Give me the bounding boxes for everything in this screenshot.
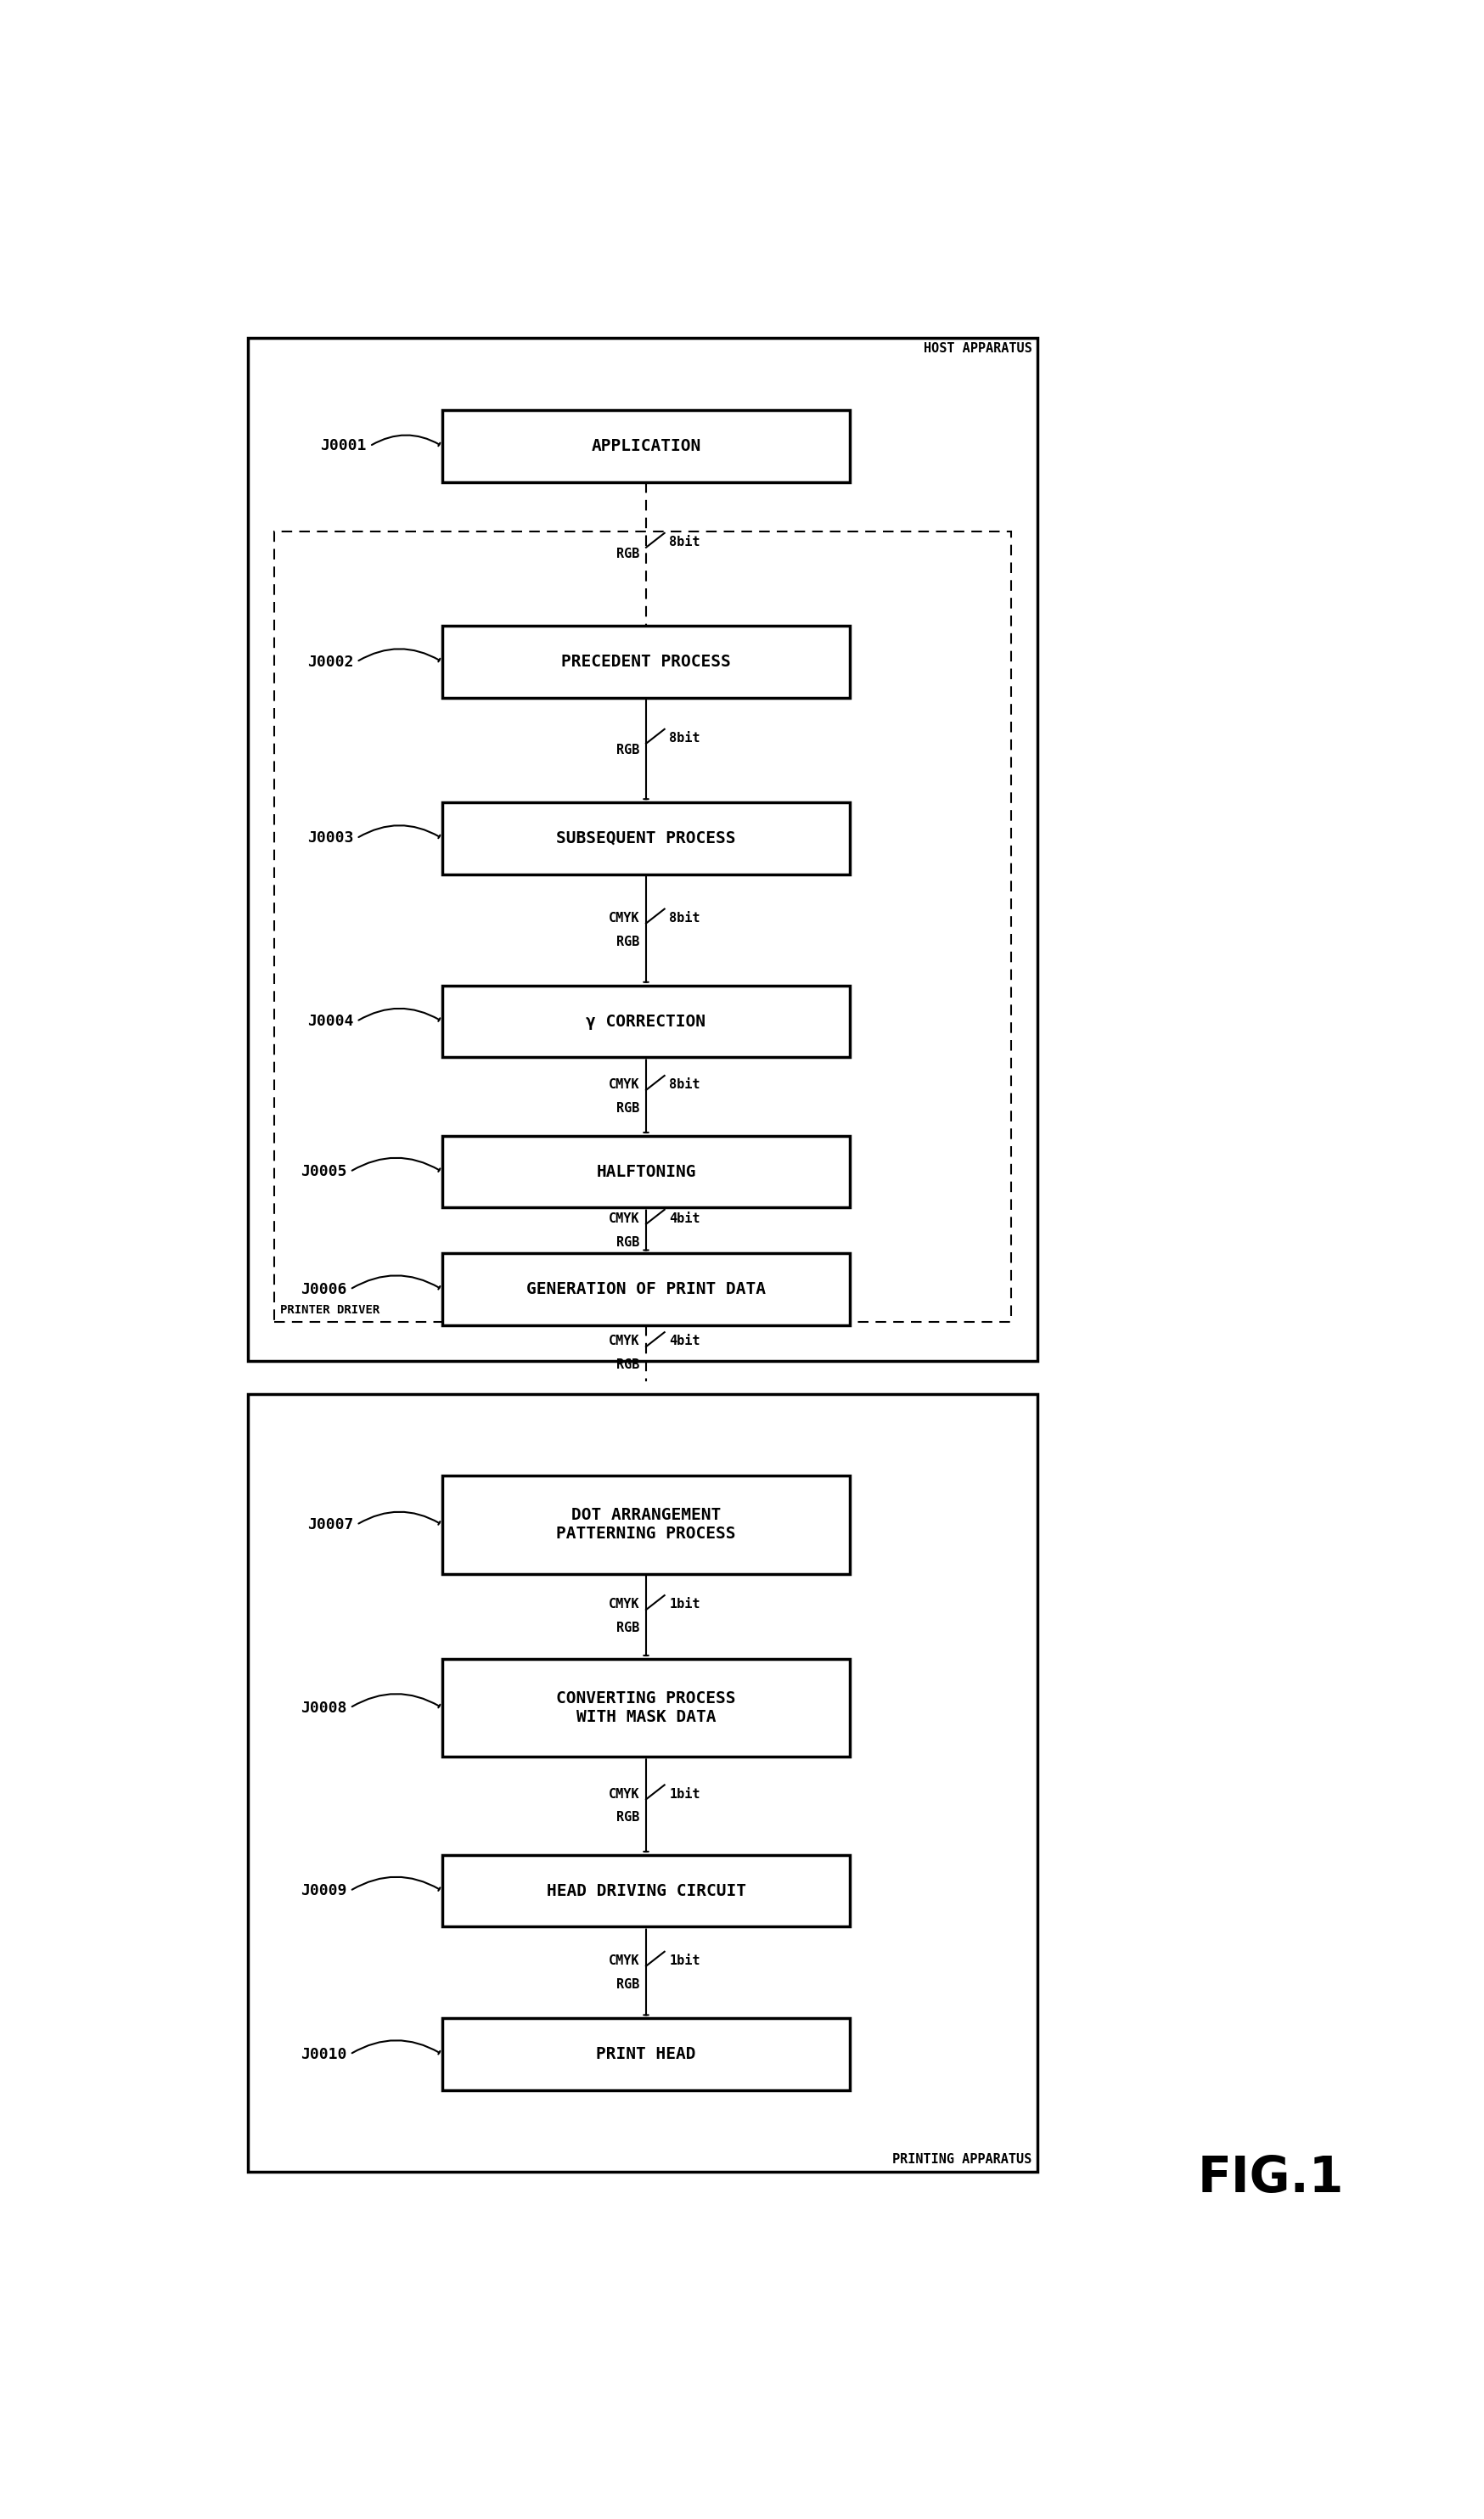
Bar (442, 1476, 850, 1574)
Text: RGB: RGB (616, 1622, 640, 1635)
Bar (442, 2018, 850, 2091)
Text: 8bit: 8bit (669, 1078, 700, 1091)
Text: PRECEDENT PROCESS: PRECEDENT PROCESS (561, 655, 730, 670)
Text: FIG.1: FIG.1 (1198, 2154, 1345, 2202)
Text: HEAD DRIVING CIRCUIT: HEAD DRIVING CIRCUIT (546, 1882, 746, 1899)
Bar (275, 532, 1011, 1322)
Text: CONVERTING PROCESS
WITH MASK DATA: CONVERTING PROCESS WITH MASK DATA (556, 1690, 736, 1726)
Text: J0006: J0006 (301, 1282, 347, 1297)
Text: RGB: RGB (616, 1237, 640, 1249)
Text: HALFTONING: HALFTONING (597, 1164, 696, 1179)
Text: J0005: J0005 (301, 1164, 347, 1179)
Bar (442, 625, 850, 698)
Text: J0001: J0001 (321, 438, 367, 453)
Text: RGB: RGB (616, 547, 640, 559)
Text: 4bit: 4bit (669, 1335, 700, 1348)
Text: 8bit: 8bit (669, 537, 700, 549)
Text: HOST APPARATUS: HOST APPARATUS (923, 343, 1031, 355)
Text: CMYK: CMYK (608, 1788, 640, 1801)
Text: CMYK: CMYK (608, 1078, 640, 1091)
Text: DOT ARRANGEMENT
PATTERNING PROCESS: DOT ARRANGEMENT PATTERNING PROCESS (556, 1506, 736, 1542)
Text: PRINTING APPARATUS: PRINTING APPARATUS (892, 2154, 1031, 2166)
Text: 1bit: 1bit (669, 1955, 700, 1967)
Text: γ CORRECTION: γ CORRECTION (586, 1013, 706, 1030)
Text: SUBSEQUENT PROCESS: SUBSEQUENT PROCESS (556, 831, 736, 846)
Text: J0003: J0003 (307, 831, 353, 846)
Bar (442, 1254, 850, 1325)
Text: 1bit: 1bit (669, 1788, 700, 1801)
Text: CMYK: CMYK (608, 1212, 640, 1224)
Text: RGB: RGB (616, 743, 640, 756)
Text: J0010: J0010 (301, 2045, 347, 2063)
Text: J0008: J0008 (301, 1700, 347, 1715)
Text: 8bit: 8bit (669, 733, 700, 746)
Text: J0002: J0002 (307, 655, 353, 670)
Text: PRINTER DRIVER: PRINTER DRIVER (280, 1305, 380, 1317)
Bar (442, 804, 850, 874)
Text: RGB: RGB (616, 1811, 640, 1824)
Text: 1bit: 1bit (669, 1597, 700, 1610)
Text: 8bit: 8bit (669, 912, 700, 924)
Bar (248, 1393, 1037, 2171)
Text: CMYK: CMYK (608, 1955, 640, 1967)
Bar (442, 1136, 850, 1207)
Bar (442, 411, 850, 481)
Text: CMYK: CMYK (608, 1335, 640, 1348)
Text: RGB: RGB (616, 1101, 640, 1116)
Text: RGB: RGB (616, 1977, 640, 1990)
Text: PRINT HEAD: PRINT HEAD (597, 2045, 696, 2063)
Text: CMYK: CMYK (608, 1597, 640, 1610)
Text: APPLICATION: APPLICATION (591, 438, 700, 453)
Bar (442, 985, 850, 1058)
Text: RGB: RGB (616, 1358, 640, 1370)
Text: CMYK: CMYK (608, 912, 640, 924)
Text: GENERATION OF PRINT DATA: GENERATION OF PRINT DATA (527, 1282, 766, 1297)
Text: J0004: J0004 (307, 1013, 353, 1030)
Bar (248, 338, 1037, 1360)
Text: J0007: J0007 (307, 1516, 353, 1532)
Bar (442, 1660, 850, 1756)
Bar (442, 1854, 850, 1927)
Text: RGB: RGB (616, 935, 640, 947)
Text: 4bit: 4bit (669, 1212, 700, 1224)
Text: J0009: J0009 (301, 1884, 347, 1899)
